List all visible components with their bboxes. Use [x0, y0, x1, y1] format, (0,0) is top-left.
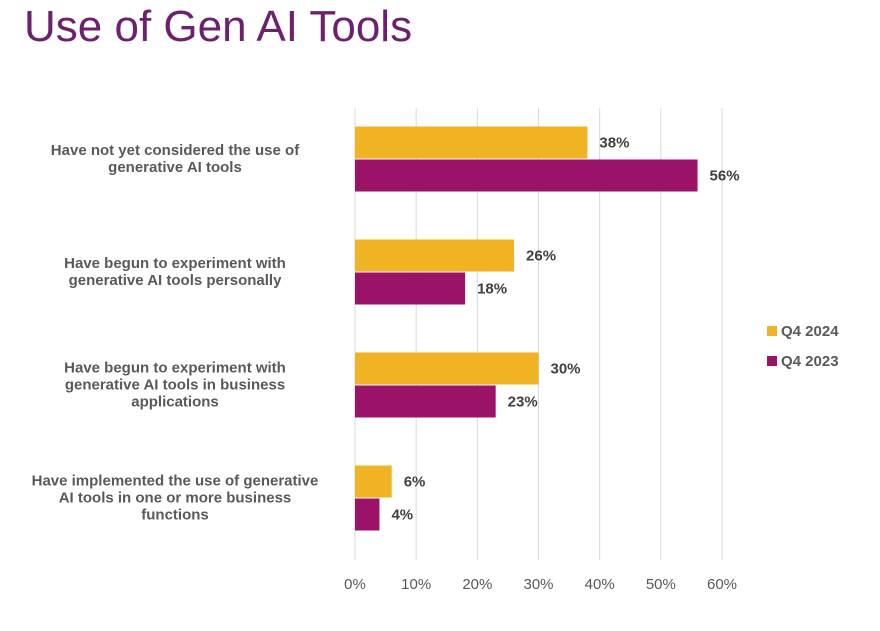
category-label: applications [131, 394, 219, 411]
legend-swatch [767, 356, 777, 366]
data-label: 38% [599, 135, 629, 152]
x-tick-label: 0% [344, 576, 366, 593]
x-tick-label: 40% [585, 576, 615, 593]
bar-q4-2024 [355, 126, 588, 159]
bar-q4-2023 [355, 385, 496, 418]
bar-q4-2024 [355, 239, 515, 272]
category-label: generative AI tools in business [65, 377, 285, 394]
category-label: Have begun to experiment with [64, 360, 286, 377]
data-label: 18% [477, 281, 507, 298]
data-label: 23% [508, 394, 538, 411]
legend-label: Q4 2023 [781, 353, 839, 370]
category-label: Have begun to experiment with [64, 255, 286, 272]
legend-label: Q4 2024 [781, 323, 839, 340]
x-tick-label: 10% [401, 576, 431, 593]
data-label: 30% [551, 361, 581, 378]
x-tick-label: 20% [462, 576, 492, 593]
category-label: functions [141, 507, 209, 524]
data-label: 56% [710, 168, 740, 185]
legend-swatch [767, 326, 777, 336]
x-tick-label: 30% [523, 576, 553, 593]
x-tick-label: 50% [646, 576, 676, 593]
bar-q4-2024 [355, 465, 392, 498]
bar-q4-2024 [355, 352, 539, 385]
data-label: 26% [526, 248, 556, 265]
bar-q4-2023 [355, 159, 698, 192]
category-label: generative AI tools [108, 159, 242, 176]
category-label: Have implemented the use of generative [32, 473, 319, 490]
bar-q4-2023 [355, 272, 466, 305]
category-label: Have not yet considered the use of [51, 142, 300, 159]
chart-title: Use of Gen AI Tools [24, 2, 413, 51]
category-label: AI tools in one or more business [59, 490, 292, 507]
data-label: 6% [404, 474, 426, 491]
bar-q4-2023 [355, 498, 380, 531]
data-label: 4% [391, 507, 413, 524]
category-label: generative AI tools personally [69, 272, 282, 289]
x-tick-label: 60% [707, 576, 737, 593]
